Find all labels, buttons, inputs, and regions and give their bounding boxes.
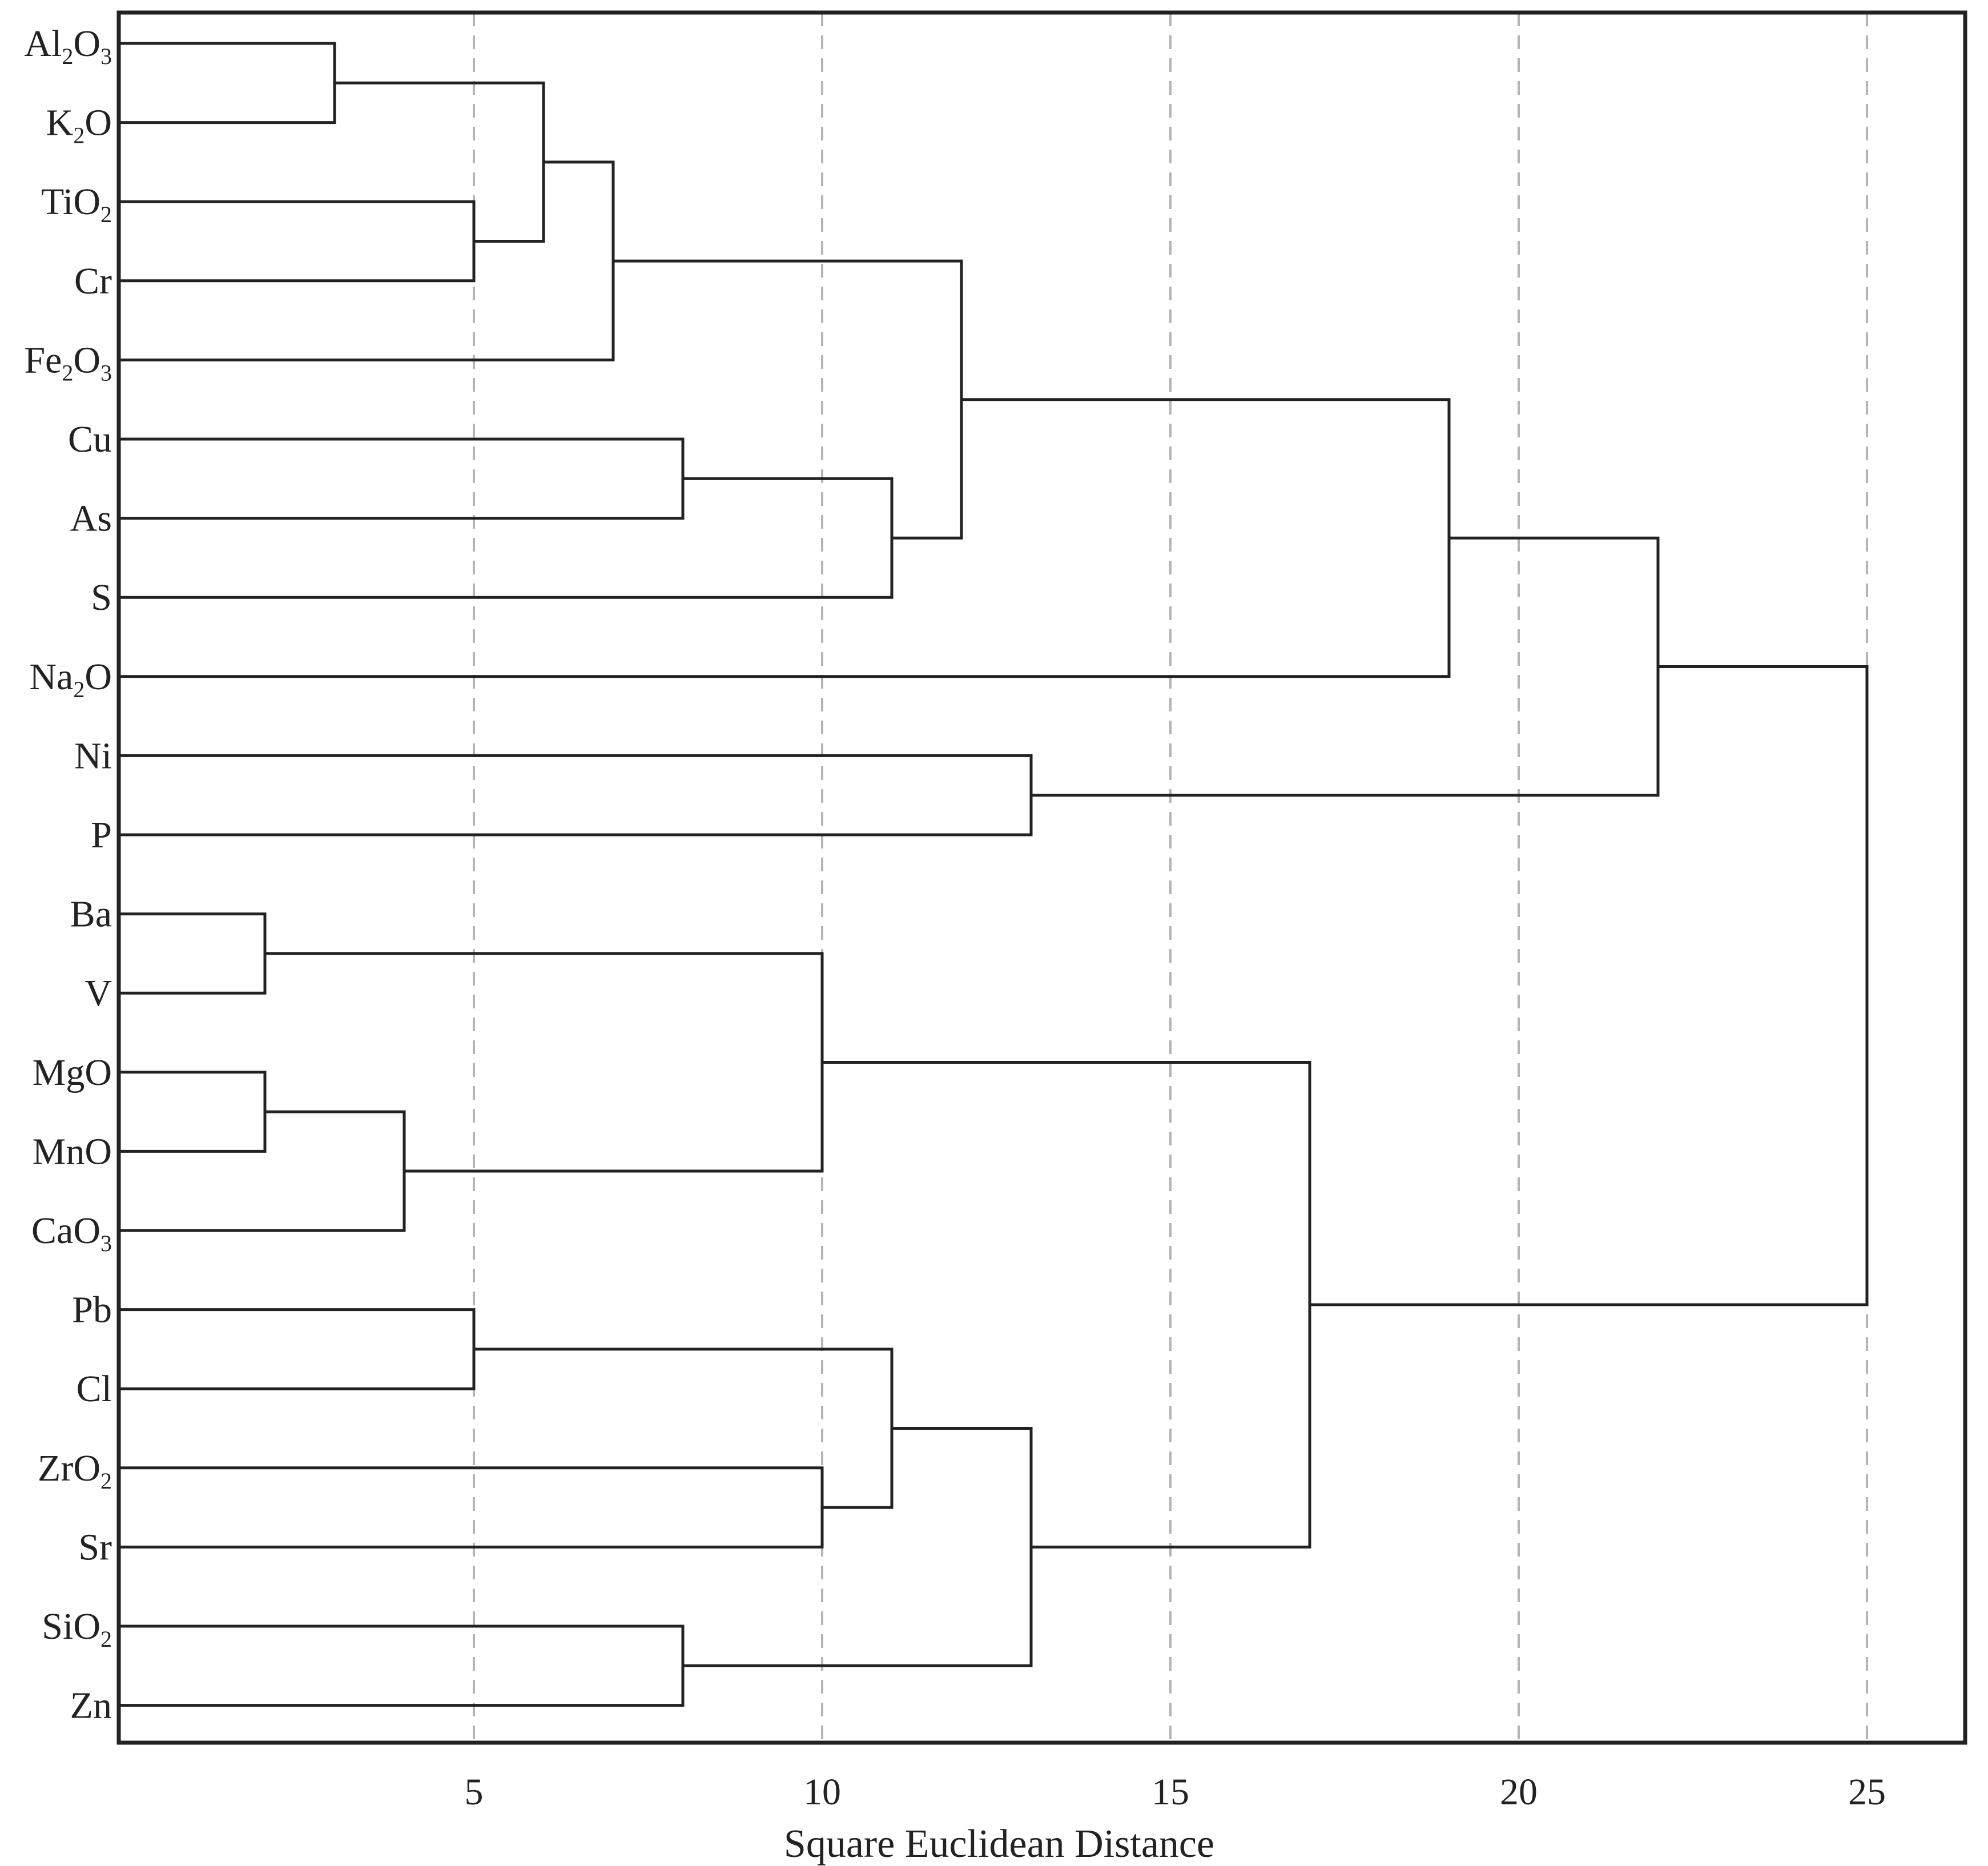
x-axis-title: Square Euclidean Distance xyxy=(784,1822,1214,1866)
x-tick-label-15: 15 xyxy=(1152,1771,1189,1813)
leaf-label-mgo: MgO xyxy=(33,1052,112,1093)
leaf-label-as: As xyxy=(70,498,112,540)
grid-lines xyxy=(473,13,1868,1743)
dendrogram-branches xyxy=(119,42,1869,1707)
leaf-label-zn: Zn xyxy=(70,1685,112,1727)
leaf-label-pb: Pb xyxy=(72,1289,112,1331)
branch-m21 xyxy=(1310,665,1869,1306)
leaf-label-na2o: Na2O xyxy=(29,656,112,702)
leaf-label-tio2: TiO2 xyxy=(41,181,112,227)
leaf-label-cu: Cu xyxy=(68,419,112,460)
plot-frame xyxy=(116,10,1967,1745)
x-tick-label-5: 5 xyxy=(465,1771,484,1813)
leaf-label-cao3: CaO3 xyxy=(31,1210,112,1256)
leaf-label-s: S xyxy=(91,577,112,618)
x-tick-label-10: 10 xyxy=(803,1771,841,1813)
leaf-label-cr: Cr xyxy=(74,260,112,302)
leaf-label-ba: Ba xyxy=(70,894,112,935)
leaf-labels: Al2O3 K2O TiO2 Cr Fe2O3 Cu As S Na2O Ni P Ba V MgO MnO… xyxy=(24,23,112,1727)
leaf-label-fe2o3: Fe2O3 xyxy=(24,339,112,385)
x-tick-label-20: 20 xyxy=(1500,1771,1538,1813)
x-tick-label-25: 25 xyxy=(1848,1771,1886,1813)
leaf-label-cl: Cl xyxy=(77,1368,112,1410)
leaf-label-mno: MnO xyxy=(33,1131,112,1172)
leaf-label-v: V xyxy=(84,972,112,1014)
leaf-label-sio2: SiO2 xyxy=(42,1606,112,1652)
leaf-label-al2o3: Al2O3 xyxy=(24,23,112,69)
leaf-label-k2o: K2O xyxy=(46,102,112,148)
leaf-label-p: P xyxy=(91,814,112,856)
x-tick-labels: 5 10 15 20 25 xyxy=(465,1771,1886,1813)
leaf-label-ni: Ni xyxy=(74,735,112,777)
leaf-label-zro2: ZrO2 xyxy=(38,1447,112,1494)
leaf-label-sr: Sr xyxy=(78,1526,112,1568)
